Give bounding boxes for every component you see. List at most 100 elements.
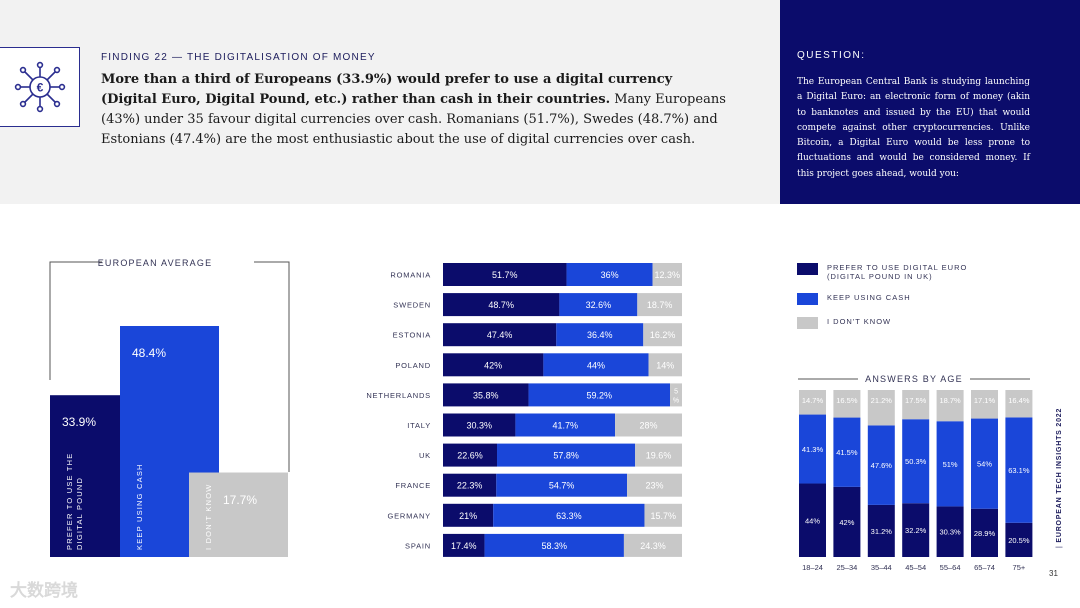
country-bar-segment	[528, 383, 671, 407]
country-value-label: 30.3%	[466, 421, 492, 431]
country-value-label: 5	[674, 388, 678, 395]
country-bar-segment	[496, 473, 628, 497]
country-value-label: 22.3%	[457, 481, 483, 491]
age-bar-segment	[799, 390, 826, 415]
country-label: FRANCE	[395, 481, 431, 490]
average-title: EUROPEAN AVERAGE	[98, 258, 213, 268]
legend-item-cash: KEEP USING CASH	[797, 293, 967, 305]
country-label: SPAIN	[405, 541, 431, 550]
age-bar-segment	[833, 390, 861, 418]
legend: PREFER TO USE DIGITAL EURO (DIGITAL POUN…	[797, 263, 967, 341]
question-text: The European Central Bank is studying la…	[797, 77, 1030, 179]
country-bar-segment	[556, 323, 644, 347]
side-label-text: EUROPEAN TECH INSIGHTS 2022	[1056, 407, 1063, 543]
country-value-label: 63.3%	[556, 511, 582, 521]
age-value-label: 41.5%	[836, 448, 858, 457]
country-bar-segment	[484, 533, 624, 557]
age-bar-segment	[971, 508, 998, 557]
country-value-label: 42%	[484, 360, 502, 370]
country-bar-segment	[648, 353, 682, 377]
country-value-label: 41.7%	[552, 421, 578, 431]
country-value-label: 58.3%	[541, 541, 567, 551]
country-value-label: 54.7%	[549, 481, 575, 491]
country-bar-segment	[515, 413, 616, 437]
top-band	[0, 0, 780, 204]
country-bar-segment	[670, 383, 682, 407]
country-bar-segment	[443, 353, 544, 377]
average-bar-label-line2: DIGITAL POUND	[75, 476, 84, 550]
finding-text: More than a third of Europeans (33.9%) w…	[101, 70, 726, 150]
age-value-label: 16.5%	[836, 396, 858, 405]
age-bar-segment	[1005, 522, 1033, 557]
legend-item-prefer: PREFER TO USE DIGITAL EURO (DIGITAL POUN…	[797, 263, 967, 281]
age-value-label: 51%	[943, 460, 958, 469]
country-value-label: 16.2%	[650, 330, 676, 340]
age-bar-segment	[833, 486, 861, 557]
age-value-label: 41.3%	[802, 445, 824, 454]
question-title: QUESTION:	[797, 50, 866, 61]
country-value-label: 18.7%	[647, 300, 673, 310]
age-bar-segment	[936, 421, 964, 507]
average-value-2: 17.7%	[223, 492, 258, 507]
age-category-label: 25–34	[836, 563, 857, 572]
country-bar-segment	[443, 533, 485, 557]
average-bar-2	[189, 472, 288, 557]
age-bar-segment	[867, 504, 895, 557]
legend-item-dont-know: I DON'T KNOW	[797, 317, 967, 329]
frame-line-right	[254, 261, 290, 472]
age-bar-segment	[867, 390, 895, 426]
country-bar-segment	[559, 293, 638, 317]
age-value-label: 32.2%	[905, 526, 927, 535]
country-value-label: 22.6%	[457, 451, 483, 461]
age-value-label: 42%	[839, 518, 854, 527]
country-bar-segment	[443, 323, 557, 347]
country-value-label: 21%	[459, 511, 477, 521]
age-category-label: 45–54	[905, 563, 926, 572]
country-value-label: 36.4%	[587, 330, 613, 340]
country-bar-segment	[652, 263, 682, 286]
country-value-label: 36%	[601, 270, 619, 280]
finding-rest-text: Many Europeans (43%) under 35 favour dig…	[101, 92, 726, 147]
age-chart-title: ANSWERS BY AGE	[865, 374, 963, 384]
age-value-label: 21.2%	[871, 396, 893, 405]
legend-swatch-cash	[797, 293, 818, 305]
country-label: POLAND	[395, 361, 431, 370]
country-value-label: 17.4%	[451, 541, 477, 551]
age-bar-segment	[799, 483, 826, 557]
age-bar-segment	[936, 506, 964, 557]
country-label: ITALY	[407, 421, 431, 430]
age-bar-segment	[1005, 417, 1033, 523]
age-value-label: 30.3%	[939, 528, 961, 537]
age-category-label: 18–24	[802, 563, 823, 572]
age-value-label: 16.4%	[1008, 396, 1030, 405]
legend-swatch-prefer	[797, 263, 818, 275]
country-value-label: 47.4%	[487, 330, 513, 340]
country-bar-segment	[543, 353, 649, 377]
age-value-label: 50.3%	[905, 457, 927, 466]
age-bar-segment	[799, 414, 826, 484]
age-value-label: 54%	[977, 460, 992, 469]
country-label: UK	[419, 451, 431, 460]
age-value-label: 17.1%	[974, 396, 996, 405]
digital-euro-icon-box: €	[0, 47, 80, 127]
country-bar-segment	[644, 503, 682, 527]
page-number: 31	[1049, 569, 1058, 578]
age-value-label: 14.7%	[802, 396, 824, 405]
country-bar-segment	[443, 413, 516, 437]
country-value-label: 19.6%	[646, 451, 672, 461]
finding-label: FINDING 22 — THE DIGITALISATION OF MONEY	[101, 52, 376, 63]
age-bar-segment	[833, 417, 861, 487]
age-value-label: 31.2%	[871, 527, 893, 536]
age-bar-segment	[902, 390, 930, 420]
country-label: ROMANIA	[390, 271, 431, 280]
country-bar-segment	[566, 263, 653, 286]
digital-euro-icon: €	[14, 61, 65, 113]
country-label: GERMANY	[387, 511, 431, 520]
watermark: 大数跨境	[10, 581, 78, 600]
legend-label-prefer-line2: (DIGITAL POUND IN UK)	[827, 272, 933, 281]
average-bar-label-0: PREFER TO USE THE DIGITAL POUND	[65, 452, 85, 550]
country-value-label: 15.7%	[650, 511, 676, 521]
average-bar-label-2: I DON'T KNOW	[204, 483, 213, 550]
average-value-1: 48.4%	[132, 346, 167, 360]
legend-swatch-dont-know	[797, 317, 818, 329]
